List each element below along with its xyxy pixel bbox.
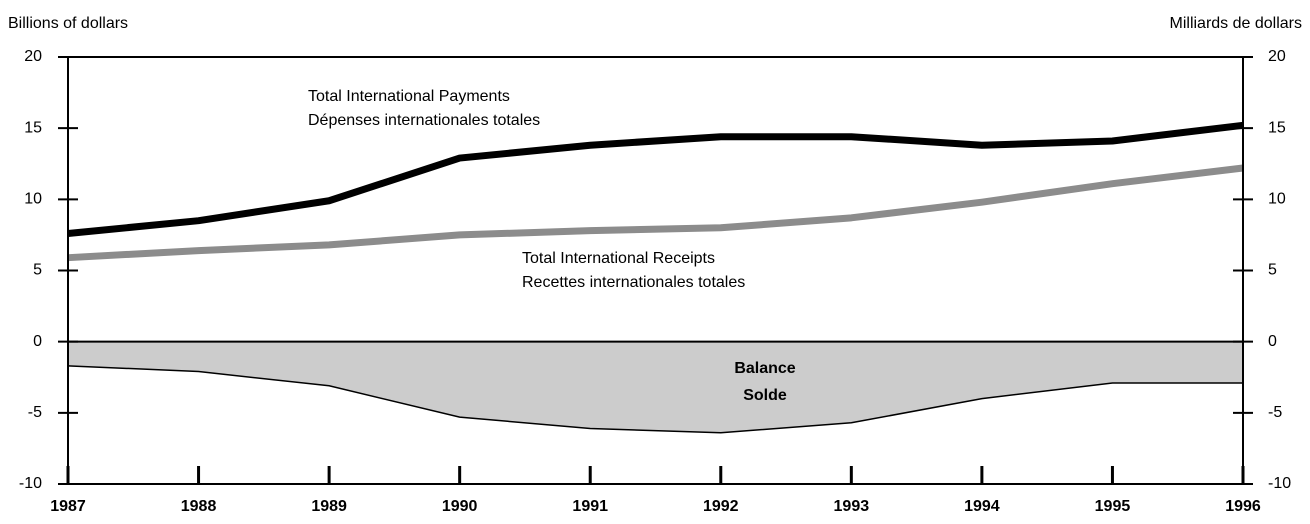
y2-tick-label: 20 (1268, 48, 1286, 65)
y2-tick-label: 5 (1268, 262, 1277, 279)
y-tick-label: 15 (24, 119, 42, 136)
x-tick-label: 1993 (834, 498, 870, 515)
x-tick-label: 1995 (1095, 498, 1131, 515)
series-line (67, 164, 1244, 262)
annotation: Recettes internationales totales (522, 274, 745, 291)
x-tick-label: 1989 (311, 498, 347, 515)
x-tick-label: 1991 (572, 498, 608, 515)
balance-area (68, 341, 1243, 433)
y2-tick-label: 0 (1268, 333, 1277, 350)
annotation: Solde (743, 387, 787, 404)
annotation: Total International Payments (308, 88, 510, 105)
y2-tick-label: 15 (1268, 119, 1286, 136)
y-tick-label: 20 (24, 48, 42, 65)
x-tick-label: 1996 (1225, 498, 1261, 515)
y2-tick-label: -10 (1268, 475, 1291, 492)
y2-tick-label: -5 (1268, 404, 1282, 421)
x-tick-label: 1990 (442, 498, 478, 515)
y-tick-label: -5 (28, 404, 42, 421)
annotation: Balance (734, 360, 795, 377)
y-tick-label: -10 (19, 475, 42, 492)
annotation: Total International Receipts (522, 250, 715, 267)
y-axis-label: Billions of dollars (8, 15, 128, 32)
y2-tick-label: 10 (1268, 191, 1286, 208)
y-tick-label: 10 (24, 191, 42, 208)
annotation: Dépenses internationales totales (308, 112, 540, 129)
x-tick-label: 1988 (181, 498, 217, 515)
y-tick-label: 5 (33, 262, 42, 279)
y2-axis-label: Milliards de dollars (1170, 15, 1303, 32)
x-tick-label: 1987 (50, 498, 86, 515)
y-tick-label: 0 (33, 333, 42, 350)
series-line (67, 121, 1244, 237)
x-tick-label: 1994 (964, 498, 1000, 515)
x-tick-label: 1992 (703, 498, 739, 515)
balance-line (67, 365, 1243, 434)
